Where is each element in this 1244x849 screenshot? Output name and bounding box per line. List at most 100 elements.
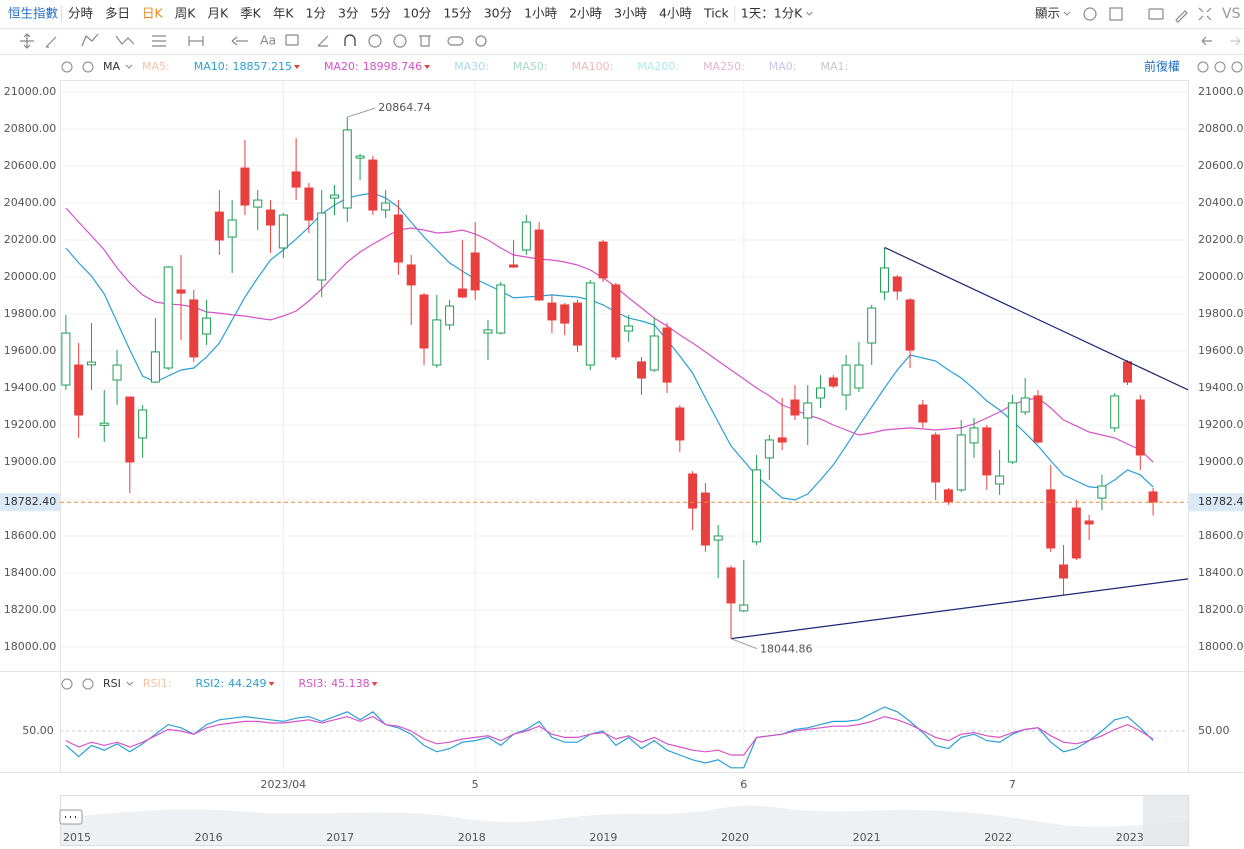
display-menu[interactable]: 顯示 <box>1035 6 1060 21</box>
period-tab[interactable]: 1小時 <box>524 6 557 21</box>
compare[interactable]: VS <box>1222 6 1241 22</box>
legend-label[interactable]: MA100: <box>572 60 614 73</box>
angle-tool[interactable] <box>317 35 329 47</box>
plot-frame <box>60 80 1189 773</box>
period-tab[interactable]: 10分 <box>403 6 431 21</box>
candle-body <box>342 129 352 209</box>
candle-body <box>611 284 621 358</box>
screenshot-icon[interactable] <box>1148 8 1164 20</box>
delete-tool[interactable] <box>419 35 431 47</box>
period-tab[interactable]: 3分 <box>338 6 358 21</box>
settings-tool[interactable] <box>475 35 487 47</box>
period-tab[interactable]: 日K <box>142 6 164 21</box>
candle-body <box>790 399 800 416</box>
hide-tool[interactable] <box>393 34 407 48</box>
layout-tool[interactable] <box>447 36 464 46</box>
legend-label[interactable]: MA0: <box>769 60 797 73</box>
y-tick-label: 20800.00 <box>1198 122 1244 135</box>
candle-body <box>675 407 685 441</box>
legend-label[interactable]: RSI2: <box>195 677 224 690</box>
fullscreen-icon[interactable] <box>1198 7 1212 21</box>
range-select[interactable]: 1天：1分K <box>741 6 803 21</box>
period-tab[interactable]: 4小時 <box>659 6 692 21</box>
period-tab[interactable]: 1分 <box>306 6 326 21</box>
redo[interactable] <box>1230 36 1241 46</box>
candle-body <box>700 492 710 546</box>
magnet-tool[interactable] <box>344 34 356 46</box>
measure-tool[interactable] <box>188 36 204 46</box>
candle-body <box>304 187 314 221</box>
settings-icon[interactable] <box>61 678 73 690</box>
undo[interactable] <box>1201 36 1212 46</box>
period-tab[interactable]: 3小時 <box>614 6 647 21</box>
period-tab[interactable]: Tick <box>703 6 730 21</box>
minimize-icon[interactable] <box>1214 61 1226 73</box>
period-tab[interactable]: 多日 <box>105 6 130 21</box>
close-icon[interactable] <box>82 61 94 73</box>
text-tool[interactable]: Aa <box>260 33 276 48</box>
period-tab[interactable]: 分時 <box>68 6 94 21</box>
draw-icon[interactable] <box>1175 10 1188 23</box>
template-icon[interactable] <box>1109 7 1123 21</box>
legend-label[interactable]: MA20: <box>324 60 359 73</box>
candle-body <box>867 307 877 344</box>
candle-body <box>393 214 403 263</box>
close-icon[interactable] <box>82 678 94 690</box>
period-tab[interactable]: 季K <box>240 6 262 21</box>
legend-label[interactable]: RSI1: <box>143 677 172 690</box>
candle-body <box>764 439 774 459</box>
arrow-tool[interactable] <box>231 36 248 46</box>
period-tab[interactable]: 年K <box>273 6 295 21</box>
candle-body <box>368 159 378 211</box>
settings-icon[interactable] <box>61 61 73 73</box>
period-tab[interactable]: 5分 <box>370 6 390 21</box>
legend-label[interactable]: MA30: <box>454 60 489 73</box>
add-icon[interactable] <box>1231 61 1243 73</box>
note-tool[interactable] <box>285 34 299 46</box>
line-tool[interactable] <box>45 36 57 48</box>
candle-body <box>892 276 902 292</box>
ma-line <box>65 207 1154 463</box>
y-tick-label: 18400.00 <box>1198 566 1244 579</box>
legend-label[interactable]: MA1: <box>821 60 849 73</box>
y-tick-label: 18600.00 <box>1198 529 1244 542</box>
legend-label[interactable]: MA10: <box>194 60 229 73</box>
period-tab[interactable]: 月K <box>207 6 229 21</box>
navigator-year: 2020 <box>721 831 749 844</box>
high-annotation: 20864.74 <box>378 101 431 114</box>
legend-label[interactable]: MA50: <box>513 60 548 73</box>
settings-icon[interactable] <box>1083 7 1097 21</box>
polyline-tool[interactable] <box>81 33 99 47</box>
legend-label[interactable]: MA200: <box>637 60 679 73</box>
legend-label[interactable]: RSI3: <box>299 677 328 690</box>
candle-body <box>445 305 455 326</box>
candle-body <box>1046 489 1056 549</box>
help-icon[interactable] <box>1197 61 1209 73</box>
period-tab[interactable]: 周K <box>175 6 197 21</box>
marker <box>293 65 300 69</box>
candle-body <box>1097 485 1107 499</box>
navigator-year: 2016 <box>195 831 223 844</box>
candle-body <box>176 289 186 294</box>
symbol[interactable]: 恒生指數 <box>8 6 59 21</box>
marker <box>268 682 275 686</box>
lock-tool[interactable] <box>368 34 382 48</box>
y-tick-label: 18200.00 <box>4 603 57 616</box>
last-price-label: 18782.40 <box>1198 495 1244 508</box>
candle-body <box>496 284 506 334</box>
indicator-name[interactable]: RSI <box>103 677 121 690</box>
fib-tool[interactable] <box>152 35 166 47</box>
legend-label[interactable]: MA250: <box>703 60 745 73</box>
candle-body <box>355 155 365 159</box>
wave-tool[interactable] <box>115 35 135 45</box>
adjust-menu[interactable]: 前復權 <box>1144 59 1180 74</box>
period-tab[interactable]: 15分 <box>443 6 471 21</box>
period-tab[interactable]: 30分 <box>484 6 512 21</box>
navigator-window[interactable] <box>1143 796 1188 845</box>
candle-body <box>138 409 148 439</box>
marker <box>371 682 378 686</box>
move-tool[interactable] <box>20 33 34 49</box>
legend-label[interactable]: MA5: <box>142 60 170 73</box>
period-tab[interactable]: 2小時 <box>569 6 602 21</box>
indicator-name[interactable]: MA <box>103 60 120 73</box>
